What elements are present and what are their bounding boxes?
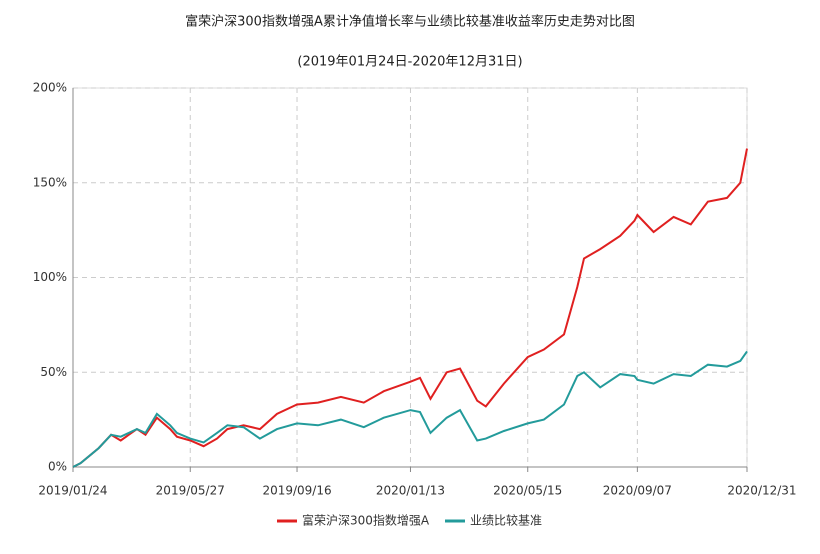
y-tick-label: 100% <box>33 270 67 284</box>
y-tick-label: 200% <box>33 81 67 95</box>
x-tick-label: 2020/09/07 <box>603 484 672 498</box>
legend-label: 业绩比较基准 <box>470 513 542 528</box>
y-tick-label: 150% <box>33 175 67 189</box>
y-tick-label: 0% <box>48 460 67 474</box>
y-tick-label: 50% <box>40 365 67 379</box>
x-tick-label: 2019/01/24 <box>38 484 107 498</box>
x-tick-label: 2020/05/15 <box>493 484 562 498</box>
series-line <box>72 148 748 468</box>
series-line <box>72 350 748 468</box>
legend-label: 富荣沪深300指数增强A <box>302 513 430 528</box>
x-tick-label: 2020/12/31 <box>727 484 796 498</box>
chart-title: 富荣沪深300指数增强A累计净值增长率与业绩比较基准收益率历史走势对比图 <box>185 14 635 30</box>
chart-subtitle: (2019年01月24日-2020年12月31日) <box>297 55 522 70</box>
x-tick-label: 2020/01/13 <box>376 484 445 498</box>
x-tick-label: 2019/09/16 <box>262 484 331 498</box>
x-tick-label: 2019/05/27 <box>156 484 225 498</box>
